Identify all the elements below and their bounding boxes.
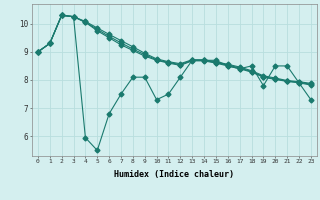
X-axis label: Humidex (Indice chaleur): Humidex (Indice chaleur) [115, 170, 234, 179]
